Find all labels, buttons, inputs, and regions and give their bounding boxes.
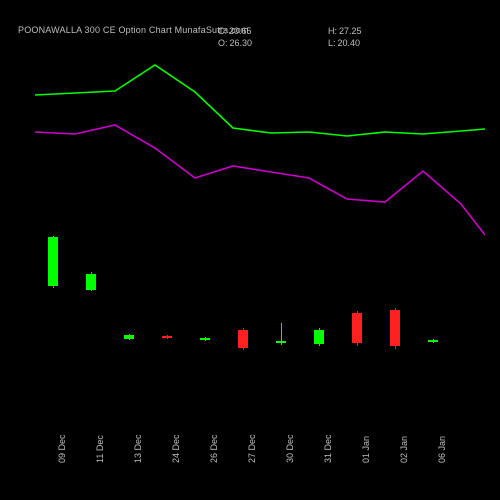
x-axis-label: 09 Dec (57, 434, 67, 463)
ohlc-label-c: C: (218, 26, 227, 36)
ohlc-value-l: 20.40 (338, 38, 361, 48)
candle-body (314, 330, 324, 344)
ohlc-value-o: 26.30 (230, 38, 253, 48)
ohlc-H: H:27.25 (328, 26, 362, 36)
x-axis-label: 27 Dec (247, 434, 257, 463)
x-axis-label: 06 Jan (437, 436, 447, 463)
ohlc-label-l: L: (328, 38, 336, 48)
indicator-line-a (35, 65, 485, 136)
x-axis: 09 Dec 11 Dec 13 Dec 24 Dec 26 Dec 27 Dec 30 D… (15, 418, 485, 488)
candle-body (162, 336, 172, 338)
x-axis-label: 26 Dec (209, 434, 219, 463)
chart-title: POONAWALLA 300 CE Option Chart MunafaSut… (18, 25, 249, 35)
x-axis-label: 02 Jan (399, 436, 409, 463)
x-axis-label: 31 Dec (323, 434, 333, 463)
option-chart: POONAWALLA 300 CE Option Chart MunafaSut… (0, 0, 500, 500)
ohlc-value-h: 27.25 (339, 26, 362, 36)
x-axis-label: 11 Dec (95, 435, 105, 463)
candle-body (124, 335, 134, 339)
candle-body (238, 330, 248, 348)
candle-body (276, 341, 286, 343)
candle-body (200, 338, 210, 340)
x-axis-label: 13 Dec (133, 434, 143, 463)
indicator-line-b (35, 125, 485, 235)
indicator-lines (15, 50, 485, 410)
ohlc-label-h: H: (328, 26, 337, 36)
x-axis-label: 01 Jan (361, 436, 371, 463)
candle-body (428, 340, 438, 342)
x-axis-label: 30 Dec (285, 434, 295, 463)
ohlc-label-o: O: (218, 38, 228, 48)
plot-area (15, 50, 485, 410)
ohlc-C: C:20.65 (218, 26, 252, 36)
ohlc-O: O:26.30 (218, 38, 252, 48)
x-axis-label: 24 Dec (171, 434, 181, 463)
candle-body (390, 310, 400, 346)
candle-body (86, 274, 96, 290)
ohlc-L: L:20.40 (328, 38, 360, 48)
candle-body (352, 313, 362, 343)
candle-body (48, 237, 58, 286)
ohlc-value-c: 20.65 (229, 26, 252, 36)
